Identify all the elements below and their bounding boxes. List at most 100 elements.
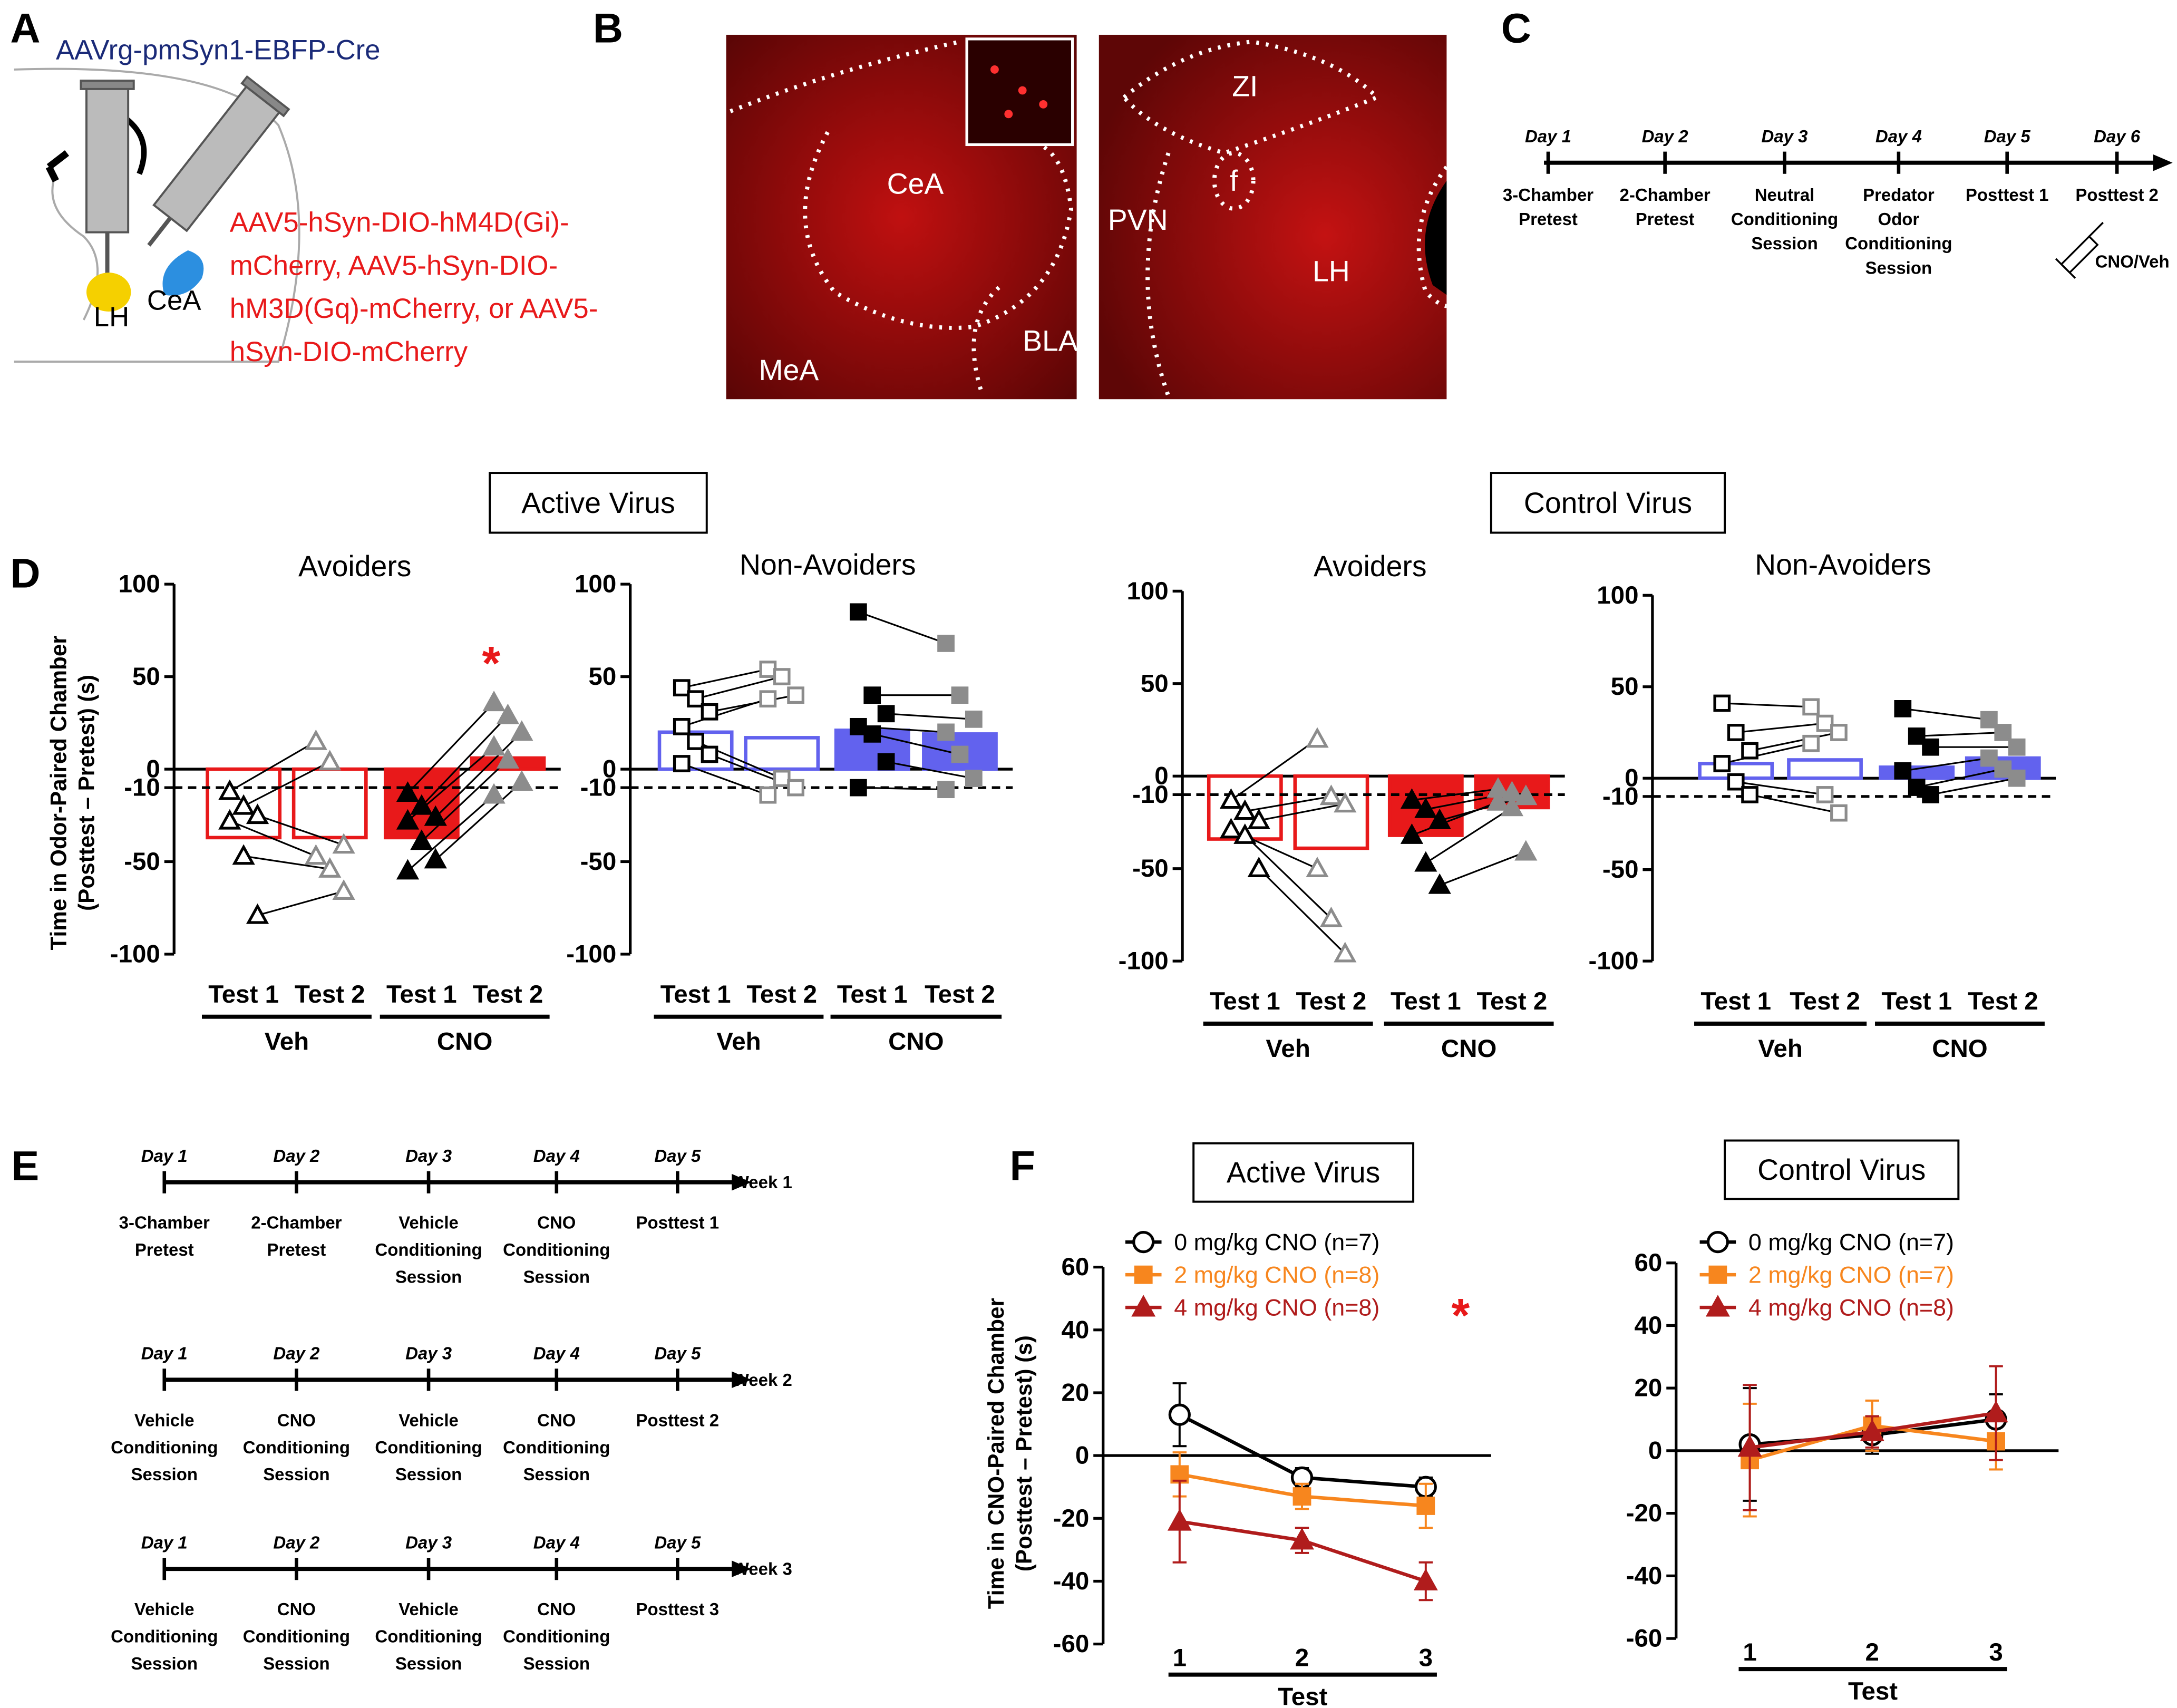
ventricle [1425,180,1447,295]
point [937,723,955,741]
point [332,879,355,900]
chart-title: Non-Avoiders [1755,548,1931,581]
point [1894,700,1912,717]
y-tick-label: 100 [119,570,160,598]
pair-line [1411,801,1499,837]
point [496,748,520,769]
point [2008,738,2026,756]
point [410,829,433,850]
panel-label: F [1010,1142,1035,1189]
point [1830,724,1848,741]
y-axis-label: (Posttest – Pretest) (s) [1012,1335,1036,1571]
event-label: 3-Chamber [119,1213,210,1233]
x-tick-label: Test 2 [925,981,995,1008]
week-label: Week 2 [733,1370,792,1390]
day-label: Day 1 [141,1146,188,1166]
y-tick-label: -10 [1602,782,1639,810]
timeline-arrow [2153,154,2173,171]
y-tick-label: -40 [1626,1562,1663,1590]
point [1908,727,1926,745]
injection-label: CNO/Veh [2095,252,2170,271]
day-label: Day 3 [405,1146,452,1166]
day-label: Day 4 [533,1146,580,1166]
event-label: Vehicle [399,1213,459,1233]
point [1168,1403,1191,1426]
event-label: CNO [277,1410,316,1430]
legend-marker [1134,1265,1153,1284]
day-label: Day 5 [654,1344,701,1363]
syringe-body [2060,235,2099,274]
event-label: Session [263,1464,329,1484]
pair-line [1902,707,1989,721]
day-label: Day 4 [1875,127,1922,146]
y-tick-label: -10 [580,774,617,802]
group-label: Veh [265,1028,309,1056]
y-axis-label: Time in Odor-Paired Chamber [46,635,71,950]
pair-line [872,733,960,755]
day-label: Day 5 [1984,127,2031,146]
pair-line [1930,777,2017,795]
header: Active Virus [521,487,675,519]
chart-title: Avoiders [298,550,412,583]
y-tick-label: -50 [124,848,160,876]
point [877,753,895,771]
event-label: CNO [277,1599,316,1619]
significance-mark: * [482,637,500,690]
point [1816,786,1834,803]
point [396,781,420,802]
event-label: Posttest 3 [636,1599,720,1619]
point [1860,1419,1884,1441]
region-label: MeA [759,354,819,386]
x-tick-label: Test 1 [1700,987,1771,1015]
point [1994,724,2012,741]
point [759,661,777,678]
x-tick-label: 3 [1989,1638,2003,1666]
y-tick-label: 0 [1154,762,1168,790]
syringe-plunger [240,75,290,118]
point [424,848,447,869]
pair-line [1902,757,1989,772]
point [1334,942,1357,963]
x-tick-label: Test 1 [386,981,457,1008]
point [1334,792,1357,813]
event-label: Pretest [1519,209,1578,229]
virus-label: AAVrg-pmSyn1-EBFP-Cre [56,34,381,65]
event-label: Session [1865,258,1932,277]
pair-line [1439,851,1527,886]
y-tick-label: -10 [124,774,160,802]
region-border [1416,166,1449,308]
legend-label: 4 mg/kg CNO (n=8) [1174,1294,1379,1321]
legend-marker [1131,1295,1156,1317]
pair-line [421,715,509,807]
y-tick-label: 50 [132,663,160,691]
pair-line [858,787,946,791]
point [1713,755,1731,772]
region-label: BLA [1023,324,1078,357]
point [510,720,533,741]
group-label: CNO [1932,1035,1988,1063]
point [1922,786,1939,803]
point [773,770,791,787]
event-label: Session [131,1464,198,1484]
day-label: Day 4 [533,1533,580,1552]
point [1319,784,1343,806]
point [1306,727,1329,748]
x-tick-label: Test 2 [1477,987,1548,1015]
point [1741,786,1758,803]
pair-line [681,668,769,689]
y-tick-label: 50 [1141,669,1169,697]
event-label: Predator [1863,185,1935,205]
point [1233,799,1257,820]
inset-cells [990,65,1048,119]
point [673,717,691,735]
event-label: Posttest 2 [636,1410,720,1430]
pair-line [1722,742,1812,764]
point [1167,1509,1192,1531]
event-label: Conditioning [375,1240,482,1259]
event-label: Vehicle [134,1410,195,1430]
syringe-plunger [2055,258,2076,279]
point [318,750,342,771]
point [1414,851,1437,872]
event-label: CNO [537,1213,576,1233]
